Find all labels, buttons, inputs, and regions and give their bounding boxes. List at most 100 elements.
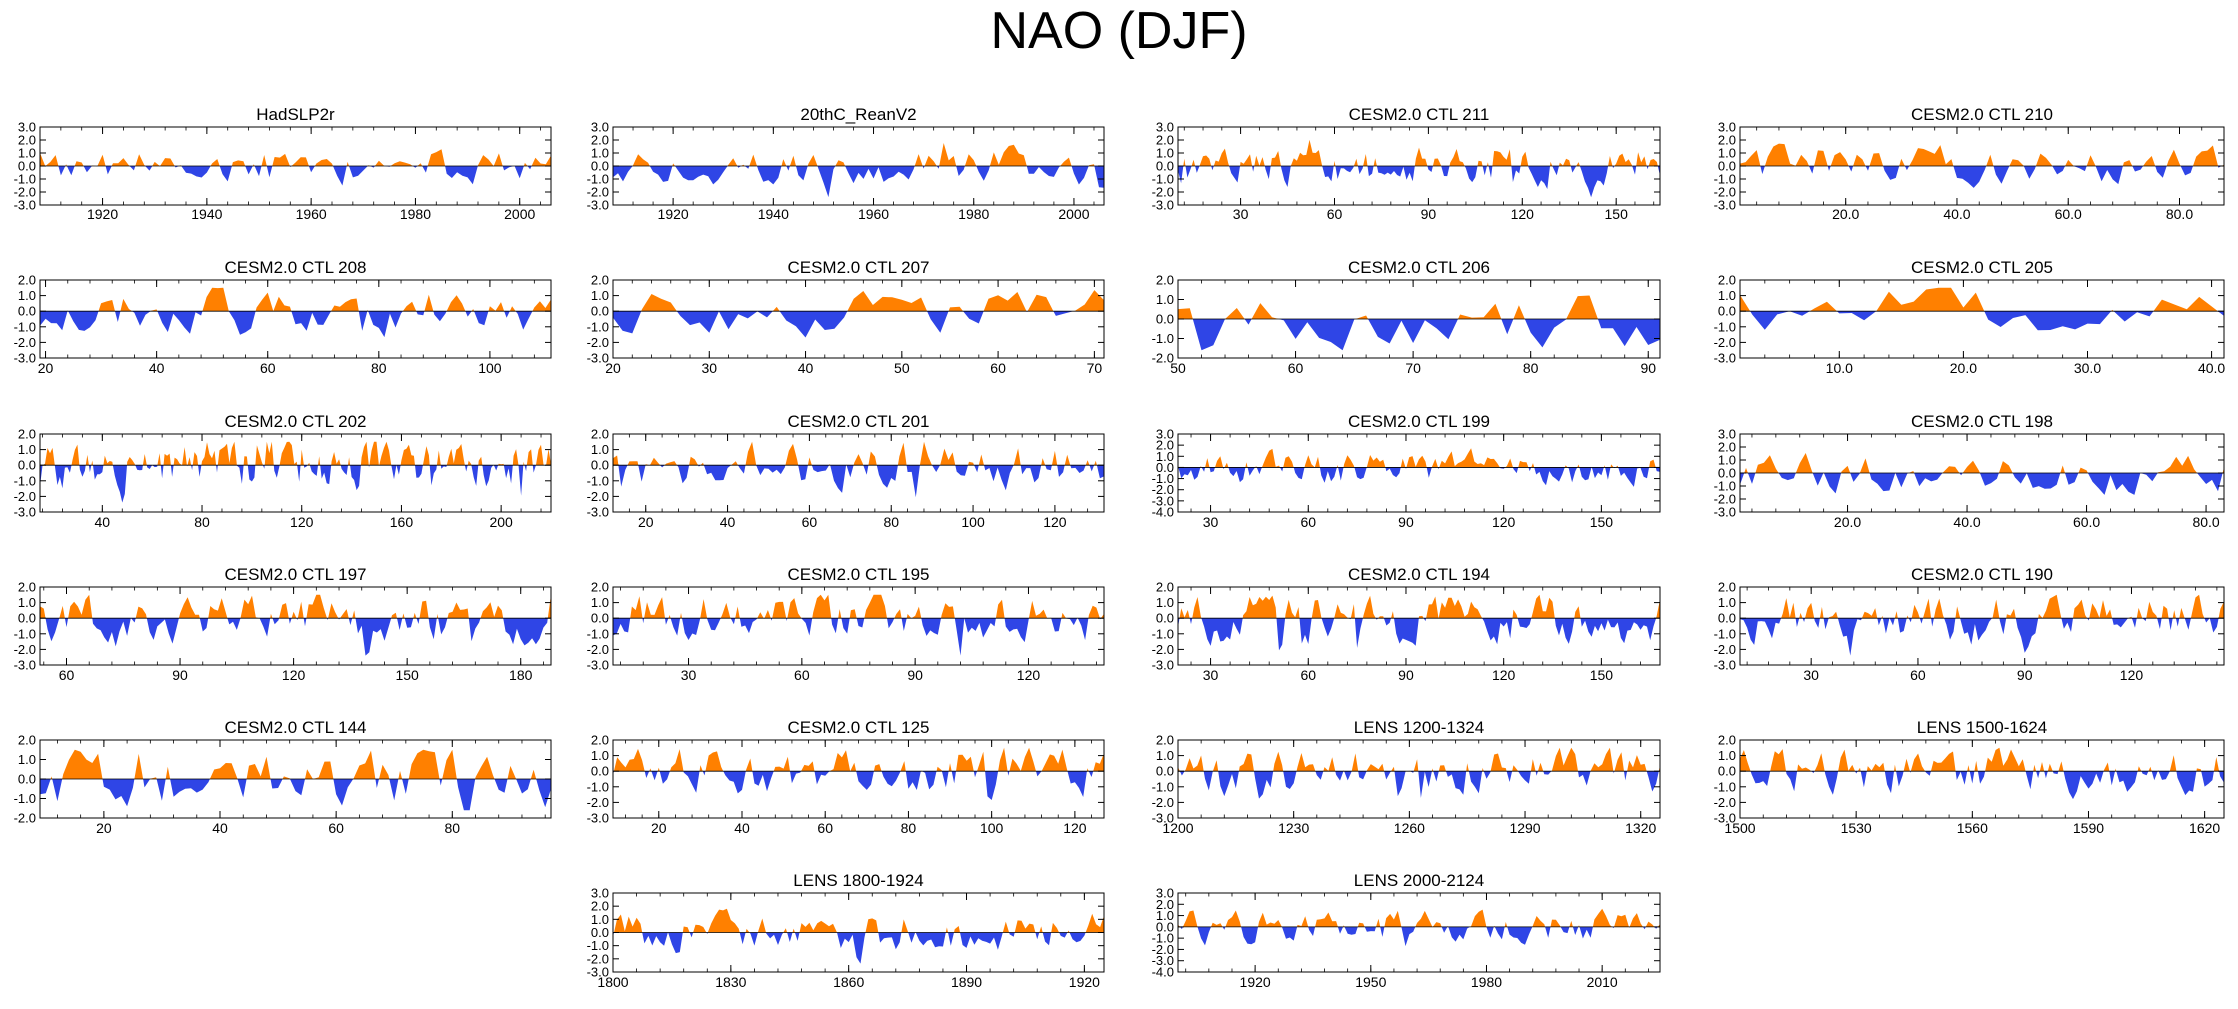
y-tick-label: -2.0: [587, 642, 609, 657]
chart-panel: 3.02.01.00.0-1.0-2.0-3.0 1920 1940 1960 1980…: [587, 105, 1105, 222]
y-tick-label: 1.0: [1156, 449, 1174, 464]
figure-title: NAO (DJF): [990, 2, 1248, 60]
panel-title: CESM2.0 CTL 202: [224, 412, 366, 431]
y-tick-label: 3.0: [1718, 427, 1736, 442]
y-tick-label: 2.0: [591, 273, 609, 288]
chart-panel: 2.01.00.0-1.0-2.0-3.0 10.0 20.0 30.0 40.0 CES…: [1714, 258, 2226, 376]
chart-panel: 3.02.01.00.0-1.0-2.0-3.0-4.0 1920 1950 1980…: [1152, 871, 1661, 990]
x-tick-label: 1620: [2189, 820, 2220, 836]
x-tick-label: 1260: [1394, 820, 1425, 836]
x-tick-label: 60: [328, 820, 344, 836]
y-tick-label: 0.0: [18, 304, 36, 319]
x-tick-label: 60: [1300, 667, 1316, 683]
panel-title: CESM2.0 CTL 211: [1349, 105, 1490, 124]
y-tick-label: 0.0: [1718, 764, 1736, 779]
y-tick-label: 1.0: [591, 595, 609, 610]
x-tick-label: 50: [1170, 360, 1186, 376]
y-tick-label: -3.0: [1152, 811, 1174, 826]
y-tick-label: -3.0: [587, 965, 609, 980]
y-tick-label: -1.0: [14, 791, 36, 806]
x-tick-label: 100: [980, 820, 1004, 836]
y-tick-label: 0.0: [18, 159, 36, 174]
x-tick-label: 80: [901, 820, 917, 836]
y-tick-label: -2.0: [1152, 942, 1174, 957]
panel-title: CESM2.0 CTL 205: [1911, 258, 2053, 277]
positive-area: [1183, 139, 1658, 166]
y-tick-label: -3.0: [587, 811, 609, 826]
x-tick-label: 150: [1605, 206, 1629, 222]
x-tick-label: 60: [1327, 206, 1343, 222]
panel-title: CESM2.0 CTL 199: [1348, 412, 1490, 431]
negative-area: [613, 771, 1094, 800]
y-tick-label: -3.0: [1152, 493, 1174, 508]
x-tick-label: 1920: [87, 206, 118, 222]
y-tick-label: 2.0: [18, 273, 36, 288]
x-tick-label: 1980: [958, 206, 989, 222]
negative-area: [1740, 473, 2223, 495]
y-tick-label: 1.0: [18, 288, 36, 303]
positive-area: [1781, 594, 2224, 619]
x-tick-label: 1560: [1957, 820, 1988, 836]
negative-area: [1750, 771, 2224, 800]
y-tick-label: 1.0: [1156, 292, 1174, 307]
positive-area: [1178, 908, 1660, 927]
x-tick-label: 20: [96, 820, 112, 836]
plot-frame: [1739, 279, 2225, 359]
y-tick-label: -2.0: [14, 489, 36, 504]
y-tick-label: 0.0: [1156, 460, 1174, 475]
panel-title: CESM2.0 CTL 194: [1348, 565, 1490, 584]
positive-area: [613, 441, 1097, 466]
positive-area: [1740, 747, 2220, 772]
y-tick-label: -1.0: [1152, 626, 1174, 641]
x-tick-label: 80: [1523, 360, 1539, 376]
plot-frame: [612, 279, 1105, 359]
plot-frame: [39, 433, 552, 513]
x-tick-label: 120: [1492, 667, 1516, 683]
panel-title: CESM2.0 CTL 197: [224, 565, 366, 584]
y-tick-label: 0.0: [1156, 764, 1174, 779]
negative-area: [40, 465, 547, 503]
x-tick-label: 20: [651, 820, 667, 836]
x-tick-label: 1800: [597, 974, 628, 990]
y-tick-label: -2.0: [1714, 335, 1736, 350]
y-tick-label: -3.0: [1152, 198, 1174, 213]
panel-title: LENS 2000-2124: [1354, 871, 1484, 890]
x-tick-label: 30: [681, 667, 697, 683]
x-tick-label: 20: [638, 514, 654, 530]
y-tick-label: 1.0: [1156, 748, 1174, 763]
y-tick-label: -2.0: [14, 811, 36, 826]
chart-panel: 2.01.00.0-1.0-2.0-3.0 60 90 120 150 180 CESM2.…: [14, 565, 552, 683]
y-tick-label: -1.0: [1152, 172, 1174, 187]
y-tick-label: -4.0: [1152, 965, 1174, 980]
chart-panel: 2.01.00.0-1.0-2.0-3.0 30 60 90 120 150 CESM2.0…: [1152, 565, 1661, 683]
positive-area: [641, 290, 1104, 312]
y-tick-label: 0.0: [1156, 159, 1174, 174]
plot-frame: [1177, 739, 1661, 819]
y-tick-label: -2.0: [1152, 482, 1174, 497]
x-tick-label: 1940: [758, 206, 789, 222]
y-tick-label: -3.0: [587, 658, 609, 673]
negative-area: [1740, 618, 2219, 656]
chart-panel: 3.02.01.00.0-1.0-2.0-3.0 20.0 40.0 60.0 80.0…: [1714, 105, 2225, 222]
y-tick-label: 1.0: [1718, 288, 1736, 303]
x-tick-label: 40: [212, 820, 228, 836]
x-tick-label: 40.0: [2198, 360, 2225, 376]
y-tick-label: 1.0: [1156, 908, 1174, 923]
x-tick-label: 70: [1405, 360, 1421, 376]
y-tick-label: 2.0: [591, 580, 609, 595]
chart-panel: 3.02.01.00.0-1.0-2.0-3.0-4.0 30 60 90 120 150…: [1152, 412, 1661, 530]
x-tick-label: 30: [1233, 206, 1249, 222]
x-tick-label: 120: [1511, 206, 1535, 222]
y-tick-label: 3.0: [1156, 886, 1174, 901]
x-tick-label: 80.0: [2192, 514, 2219, 530]
x-tick-label: 90: [907, 667, 923, 683]
positive-area: [1744, 453, 2224, 473]
panel-title: CESM2.0 CTL 190: [1911, 565, 2053, 584]
y-tick-label: 1.0: [18, 442, 36, 457]
y-tick-label: -2.0: [1152, 642, 1174, 657]
x-tick-label: 1860: [833, 974, 864, 990]
negative-area: [1179, 771, 1659, 799]
y-tick-label: -2.0: [1152, 351, 1174, 366]
